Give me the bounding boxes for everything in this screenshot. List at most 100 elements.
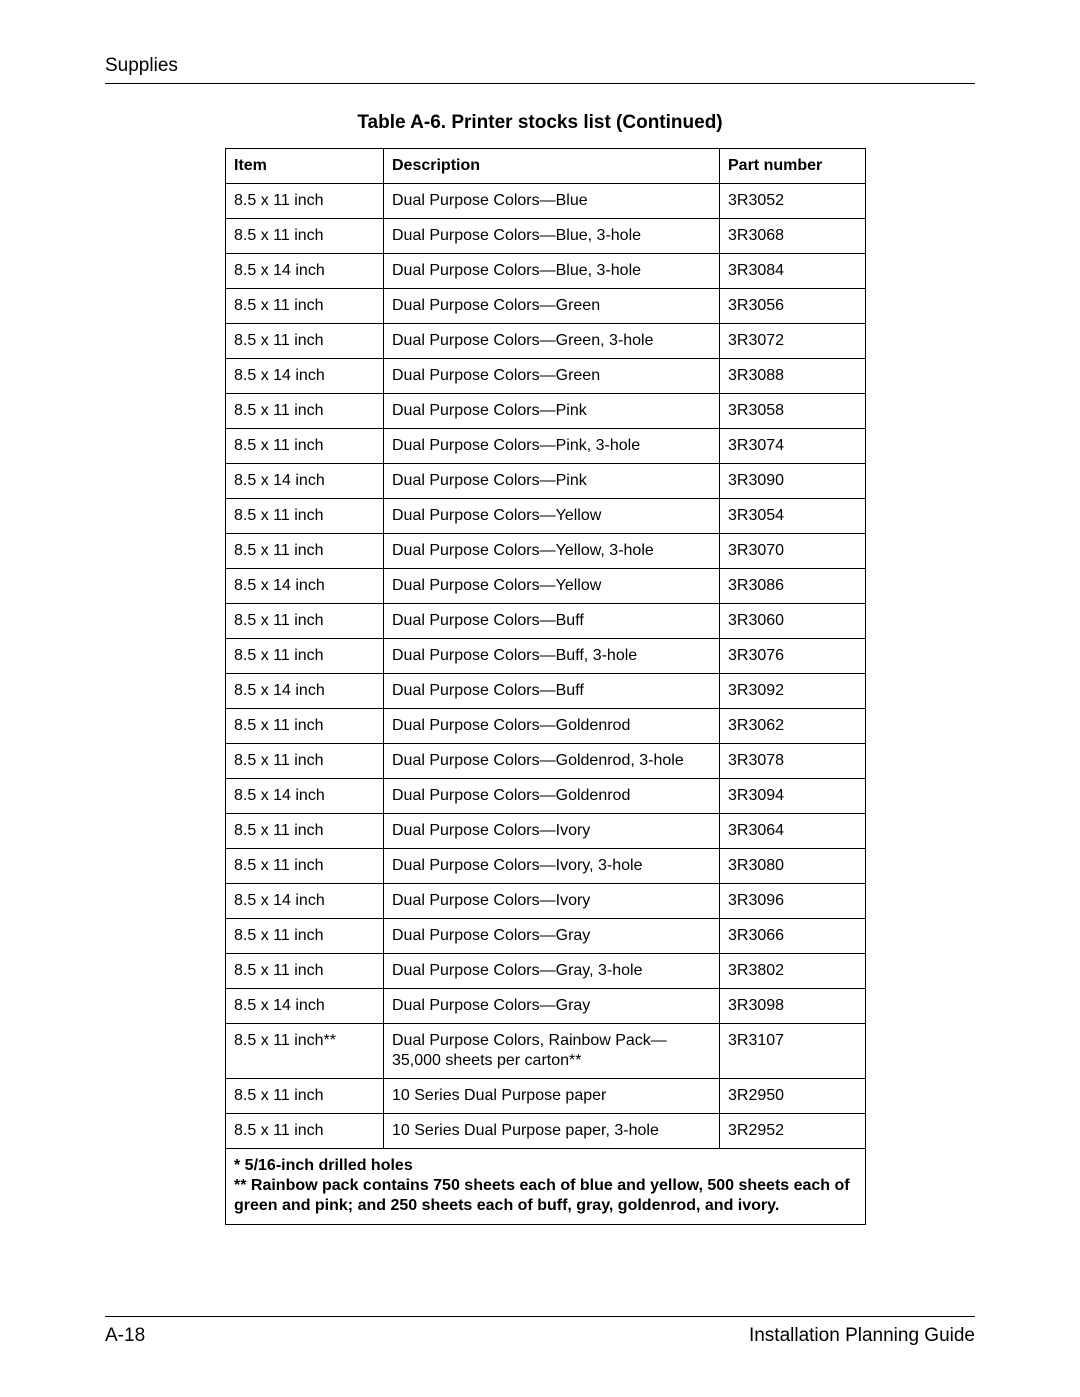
table-row: 8.5 x 14 inchDual Purpose Colors—Goldenr… [226,779,866,814]
cell-part-number: 3R3094 [720,779,866,814]
doc-title: Installation Planning Guide [749,1325,975,1347]
page-number: A-18 [105,1325,145,1347]
cell-description: Dual Purpose Colors—Gray, 3-hole [384,954,720,989]
cell-item: 8.5 x 11 inch [226,499,384,534]
cell-description: Dual Purpose Colors—Goldenrod [384,709,720,744]
cell-item: 8.5 x 14 inch [226,569,384,604]
cell-description: Dual Purpose Colors—Buff [384,604,720,639]
table-row: 8.5 x 11 inch10 Series Dual Purpose pape… [226,1114,866,1149]
cell-part-number: 3R3092 [720,674,866,709]
cell-part-number: 3R3078 [720,744,866,779]
cell-item: 8.5 x 11 inch [226,394,384,429]
cell-item: 8.5 x 14 inch [226,464,384,499]
table-row: 8.5 x 11 inchDual Purpose Colors—Gray, 3… [226,954,866,989]
section-title: Supplies [105,55,975,77]
table-row: 8.5 x 14 inchDual Purpose Colors—Blue, 3… [226,254,866,289]
col-part-number: Part number [720,149,866,184]
table-body: 8.5 x 11 inchDual Purpose Colors—Blue3R3… [226,184,866,1149]
cell-description: Dual Purpose Colors—Blue, 3-hole [384,219,720,254]
footnote-row: * 5/16-inch drilled holes ** Rainbow pac… [226,1149,866,1225]
cell-description: Dual Purpose Colors—Buff, 3-hole [384,639,720,674]
table-row: 8.5 x 11 inchDual Purpose Colors—Blue3R3… [226,184,866,219]
cell-part-number: 3R3096 [720,884,866,919]
cell-description: Dual Purpose Colors—Pink [384,394,720,429]
cell-description: Dual Purpose Colors—Green [384,359,720,394]
cell-part-number: 3R2952 [720,1114,866,1149]
col-description: Description [384,149,720,184]
cell-description: Dual Purpose Colors, Rainbow Pack—35,000… [384,1024,720,1079]
cell-item: 8.5 x 14 inch [226,779,384,814]
cell-description: Dual Purpose Colors—Goldenrod [384,779,720,814]
cell-item: 8.5 x 11 inch [226,709,384,744]
cell-item: 8.5 x 11 inch [226,1079,384,1114]
table-row: 8.5 x 11 inchDual Purpose Colors—Green, … [226,324,866,359]
cell-part-number: 3R3054 [720,499,866,534]
cell-item: 8.5 x 11 inch [226,849,384,884]
table-row: 8.5 x 14 inchDual Purpose Colors—Buff3R3… [226,674,866,709]
cell-part-number: 3R3052 [720,184,866,219]
cell-item: 8.5 x 11 inch [226,289,384,324]
table-row: 8.5 x 14 inchDual Purpose Colors—Gray3R3… [226,989,866,1024]
cell-item: 8.5 x 11 inch** [226,1024,384,1079]
cell-part-number: 3R3090 [720,464,866,499]
cell-part-number: 3R3058 [720,394,866,429]
col-item: Item [226,149,384,184]
cell-description: 10 Series Dual Purpose paper, 3-hole [384,1114,720,1149]
table-row: 8.5 x 11 inch**Dual Purpose Colors, Rain… [226,1024,866,1079]
cell-part-number: 3R3064 [720,814,866,849]
printer-stocks-table: Item Description Part number 8.5 x 11 in… [225,148,866,1225]
page-footer: A-18 Installation Planning Guide [105,1316,975,1347]
table-container: Item Description Part number 8.5 x 11 in… [225,148,865,1225]
cell-description: Dual Purpose Colors—Gray [384,919,720,954]
cell-item: 8.5 x 14 inch [226,989,384,1024]
cell-description: Dual Purpose Colors—Yellow [384,499,720,534]
table-row: 8.5 x 11 inchDual Purpose Colors—Goldenr… [226,709,866,744]
cell-part-number: 3R3072 [720,324,866,359]
table-row: 8.5 x 11 inchDual Purpose Colors—Gray3R3… [226,919,866,954]
footer-rule [105,1316,975,1317]
table-row: 8.5 x 11 inchDual Purpose Colors—Goldenr… [226,744,866,779]
cell-item: 8.5 x 14 inch [226,359,384,394]
cell-description: Dual Purpose Colors—Pink, 3-hole [384,429,720,464]
cell-part-number: 3R3074 [720,429,866,464]
cell-part-number: 3R3802 [720,954,866,989]
cell-description: Dual Purpose Colors—Green [384,289,720,324]
table-row: 8.5 x 14 inchDual Purpose Colors—Green3R… [226,359,866,394]
cell-item: 8.5 x 11 inch [226,184,384,219]
cell-description: Dual Purpose Colors—Blue [384,184,720,219]
cell-description: Dual Purpose Colors—Ivory [384,884,720,919]
table-row: 8.5 x 11 inchDual Purpose Colors—Pink, 3… [226,429,866,464]
cell-part-number: 3R3070 [720,534,866,569]
cell-part-number: 3R3086 [720,569,866,604]
table-header-row: Item Description Part number [226,149,866,184]
cell-description: Dual Purpose Colors—Green, 3-hole [384,324,720,359]
table-caption: Table A-6. Printer stocks list (Continue… [105,112,975,134]
cell-description: Dual Purpose Colors—Gray [384,989,720,1024]
table-row: 8.5 x 14 inchDual Purpose Colors—Ivory3R… [226,884,866,919]
table-row: 8.5 x 11 inchDual Purpose Colors—Green3R… [226,289,866,324]
footnote-cell: * 5/16-inch drilled holes ** Rainbow pac… [226,1149,866,1225]
cell-item: 8.5 x 11 inch [226,604,384,639]
cell-item: 8.5 x 11 inch [226,954,384,989]
cell-description: Dual Purpose Colors—Goldenrod, 3-hole [384,744,720,779]
cell-part-number: 3R3088 [720,359,866,394]
table-row: 8.5 x 11 inchDual Purpose Colors—Yellow,… [226,534,866,569]
cell-part-number: 3R2950 [720,1079,866,1114]
table-row: 8.5 x 14 inchDual Purpose Colors—Pink3R3… [226,464,866,499]
cell-part-number: 3R3076 [720,639,866,674]
cell-description: Dual Purpose Colors—Ivory, 3-hole [384,849,720,884]
table-header: Item Description Part number [226,149,866,184]
cell-part-number: 3R3066 [720,919,866,954]
cell-item: 8.5 x 14 inch [226,254,384,289]
table-row: 8.5 x 11 inchDual Purpose Colors—Pink3R3… [226,394,866,429]
cell-description: Dual Purpose Colors—Buff [384,674,720,709]
cell-description: Dual Purpose Colors—Ivory [384,814,720,849]
table-row: 8.5 x 11 inchDual Purpose Colors—Yellow3… [226,499,866,534]
header-rule [105,83,975,84]
cell-part-number: 3R3068 [720,219,866,254]
cell-description: Dual Purpose Colors—Yellow, 3-hole [384,534,720,569]
table-row: 8.5 x 11 inchDual Purpose Colors—Buff, 3… [226,639,866,674]
table-footnotes: * 5/16-inch drilled holes ** Rainbow pac… [226,1149,866,1225]
cell-item: 8.5 x 11 inch [226,324,384,359]
cell-part-number: 3R3107 [720,1024,866,1079]
